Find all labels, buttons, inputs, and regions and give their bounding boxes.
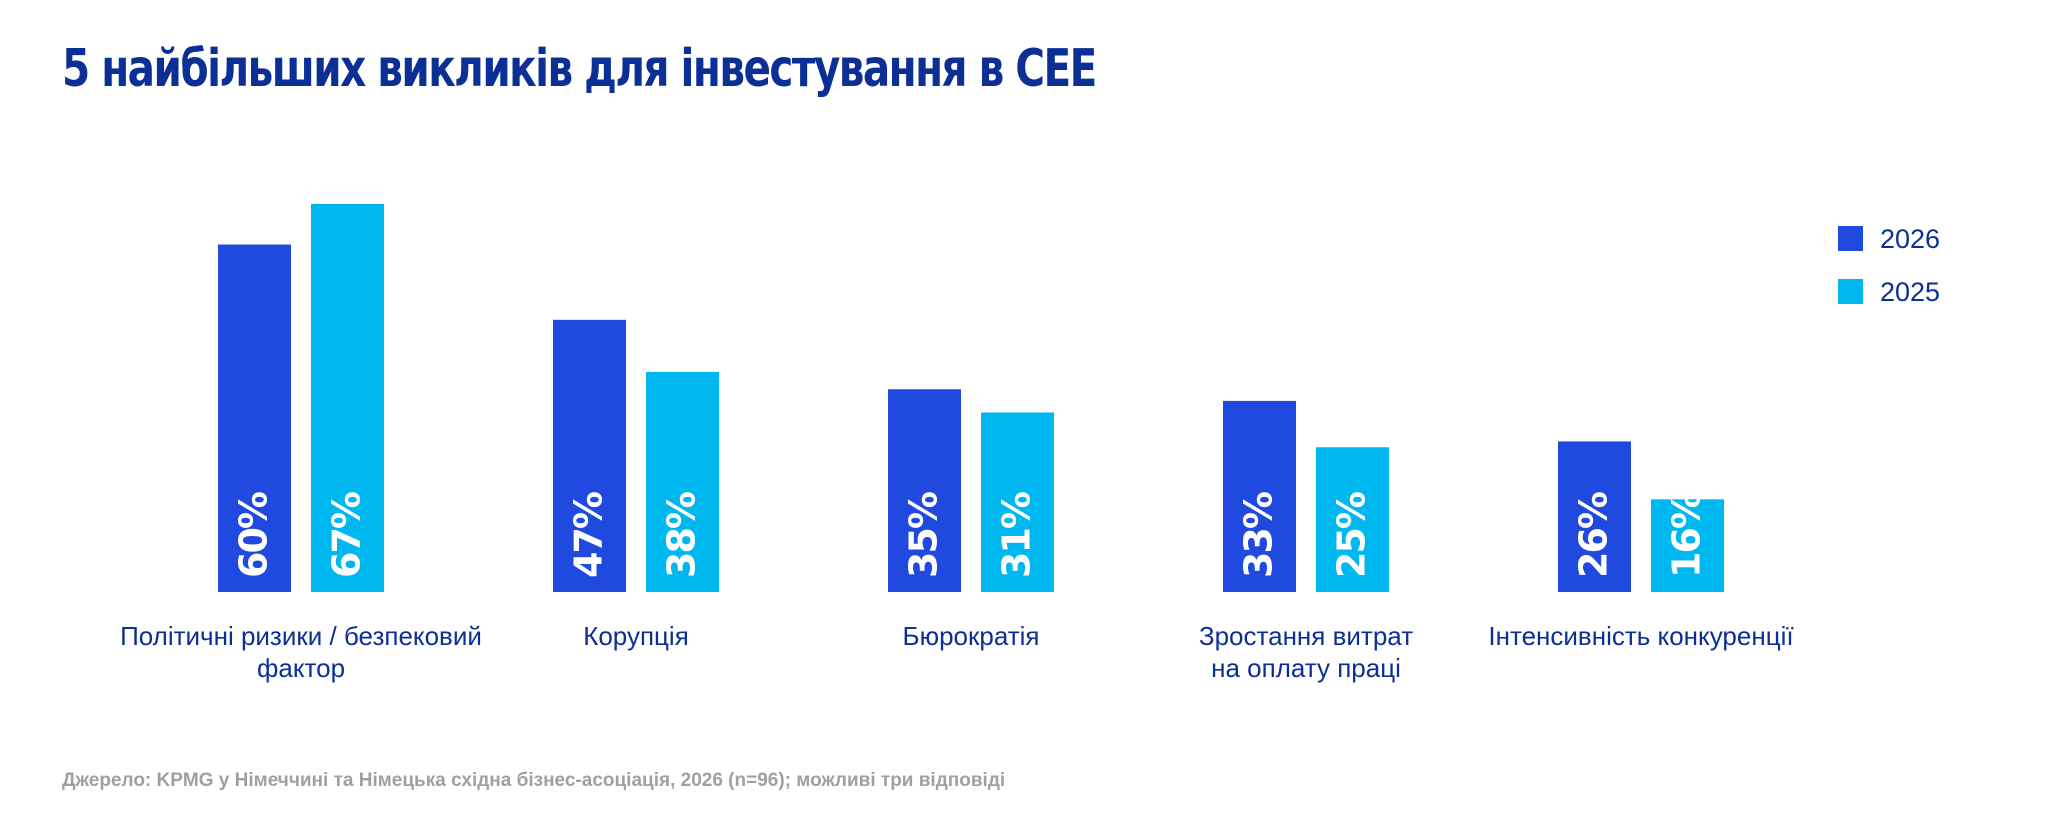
legend-swatch — [1838, 226, 1863, 251]
chart-title: 5 найбільших викликів для інвестування в… — [62, 39, 1097, 99]
category-label: Інтенсивність конкуренції — [1488, 621, 1793, 651]
bar-value-label: 33% — [1237, 492, 1281, 578]
category-label: Бюрократія — [903, 621, 1040, 651]
bar-value-label: 60% — [232, 492, 276, 578]
source-note: Джерело: KPMG у Німеччині та Німецька сх… — [62, 770, 1006, 791]
bar-value-label: 35% — [902, 492, 946, 578]
bar — [311, 204, 384, 592]
category-label: на оплату праці — [1211, 653, 1401, 683]
bar — [888, 389, 961, 592]
bar-value-label: 47% — [567, 492, 611, 578]
bar-value-label: 25% — [1330, 492, 1374, 578]
bar — [1223, 400, 1296, 592]
bar — [646, 371, 719, 592]
bar-value-label: 67% — [325, 492, 369, 578]
legend-label: 2025 — [1880, 277, 1940, 307]
bar-value-label: 31% — [995, 492, 1039, 578]
bar — [553, 319, 626, 592]
category-label: Політичні ризики / безпековий — [120, 621, 482, 651]
bar — [981, 412, 1054, 592]
bar-value-label: 16% — [1665, 492, 1709, 578]
category-label: Зростання витрат — [1199, 621, 1413, 651]
bar — [1316, 447, 1389, 592]
bar-value-label: 38% — [660, 492, 704, 578]
category-label: фактор — [257, 653, 345, 683]
legend-label: 2026 — [1880, 224, 1940, 254]
legend-swatch — [1838, 279, 1863, 304]
bar — [1651, 499, 1724, 592]
category-label: Корупція — [583, 621, 689, 651]
bar — [1558, 441, 1631, 592]
bar-value-label: 26% — [1572, 492, 1616, 578]
bar — [218, 244, 291, 593]
